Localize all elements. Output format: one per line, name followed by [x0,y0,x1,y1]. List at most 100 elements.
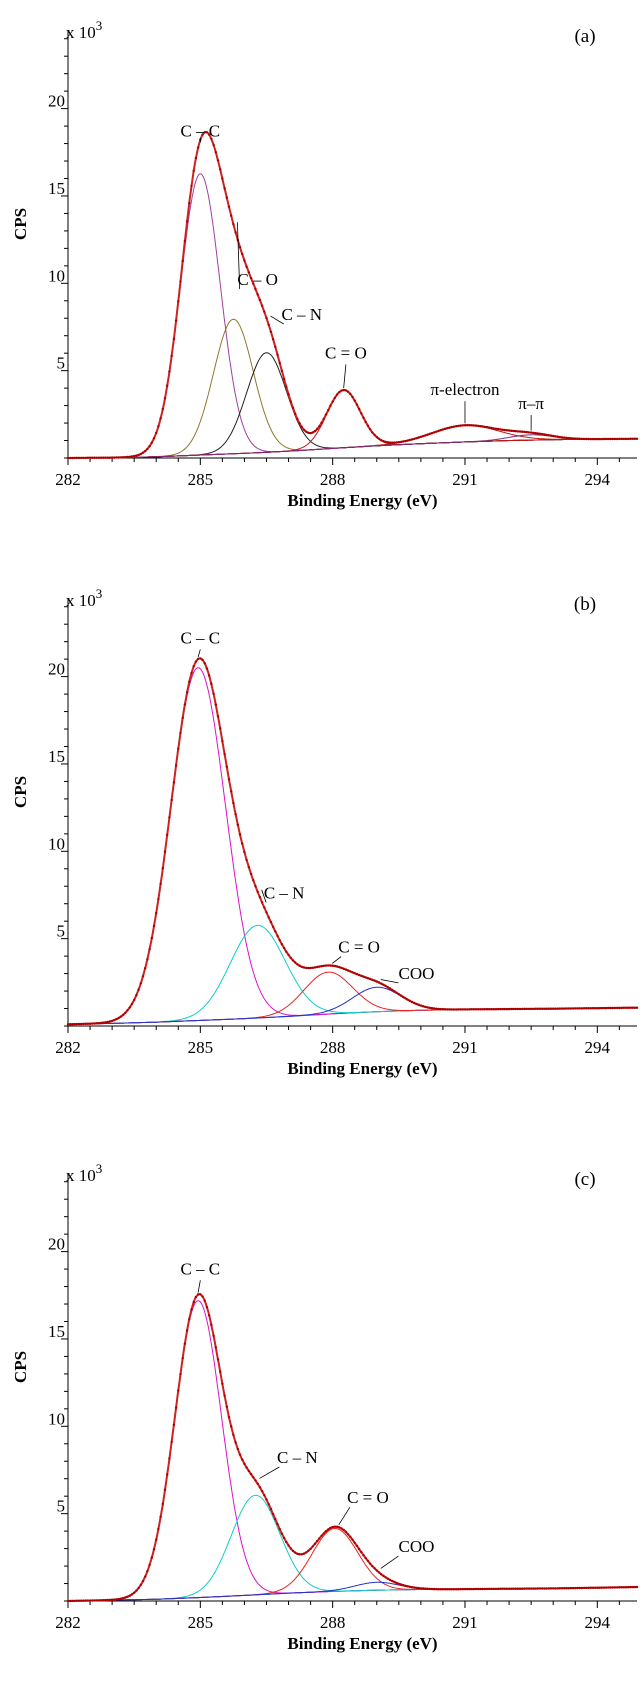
data-point [69,1023,72,1026]
data-point [635,1006,639,1009]
data-point [185,1329,189,1332]
data-point [148,948,151,951]
data-point [119,1597,123,1600]
data-point [155,911,158,915]
data-point [106,456,109,459]
data-point [271,925,275,928]
data-point [192,169,195,173]
data-point [360,412,363,415]
data-point [300,425,303,429]
x-tick-label: 282 [55,1038,81,1057]
data-point [225,765,228,768]
data-point [541,433,544,436]
data-point [629,1585,632,1589]
data-point [589,437,592,441]
data-point [305,430,308,433]
data-point [501,428,504,431]
data-point [635,437,639,440]
data-point [247,271,250,274]
data-point [485,1587,489,1591]
data-point [391,1579,394,1583]
data-point [569,1586,572,1590]
data-point [388,987,392,990]
peak-leader-line [338,1506,351,1525]
data-point [512,1587,515,1590]
data-point [417,1586,420,1590]
data-point [150,441,153,444]
data-point [161,867,164,870]
data-point [380,1573,383,1576]
data-point [532,431,535,435]
x-tick-label: 282 [55,470,81,489]
data-point [556,1007,559,1010]
y-axis-title: CPS [11,1351,30,1383]
data-point [415,437,418,440]
y-tick-label: 20 [48,660,65,679]
data-point [232,801,235,805]
data-point [596,1007,599,1010]
data-point [375,435,378,439]
data-point [234,231,237,234]
data-point [254,885,257,888]
data-point [355,1544,359,1547]
data-point [329,964,332,967]
data-point [413,1586,416,1589]
peak-label: π-electron [430,380,499,399]
data-point [99,456,103,459]
data-point [106,1598,109,1602]
data-point [102,1599,105,1602]
data-point [146,958,149,961]
data-point [66,1599,70,1603]
data-point [95,1599,98,1602]
data-point [580,437,584,441]
data-point [388,1578,392,1582]
data-point [421,434,425,438]
data-point [459,1587,462,1591]
data-point [144,449,147,453]
data-point [501,1587,504,1590]
data-point [249,276,253,280]
data-point [210,1323,213,1327]
data-point [318,1537,321,1540]
data-point [88,456,92,459]
data-point [529,1587,533,1590]
data-point [157,425,160,428]
data-point [589,1586,592,1589]
data-point [384,1576,387,1579]
data-point [618,1006,621,1010]
data-point [563,1007,566,1010]
data-point [529,431,533,434]
data-point [360,1550,363,1554]
data-point [589,1007,592,1010]
data-point [437,1588,440,1591]
data-point [616,437,619,441]
data-point [177,300,180,303]
data-point [364,1556,367,1560]
data-point [616,1586,619,1589]
data-point [322,1532,325,1535]
data-point [518,1587,522,1590]
data-point [507,1007,511,1011]
data-point [448,1008,451,1011]
data-point [110,1019,114,1023]
data-point [598,1586,601,1589]
data-point [318,965,321,968]
data-point [450,425,453,429]
data-point [258,896,262,899]
data-point [587,437,590,441]
x-tick-label: 294 [585,1613,611,1632]
data-point [479,1008,482,1011]
data-point [342,967,345,970]
data-point [618,1586,621,1589]
data-point [168,816,171,819]
data-point [212,1334,215,1337]
data-point [278,939,281,942]
data-point [267,1503,270,1506]
data-point [124,1596,127,1599]
data-point [230,214,233,217]
data-point [95,1022,98,1025]
data-point [221,740,224,743]
data-point [547,1007,550,1010]
data-point [274,345,277,349]
data-point [585,1007,588,1010]
